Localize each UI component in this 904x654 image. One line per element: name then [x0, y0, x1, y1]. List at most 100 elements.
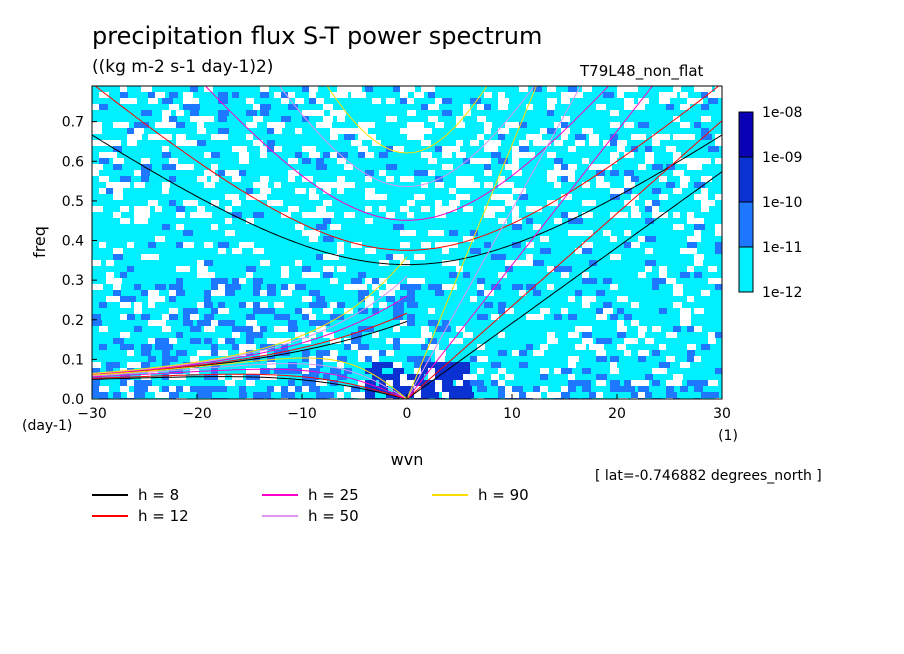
heatmap-cell	[134, 380, 143, 386]
heatmap-cell	[330, 224, 341, 230]
heatmap-cell	[99, 104, 108, 110]
heatmap-cell	[351, 140, 362, 146]
heatmap-cell	[253, 248, 264, 254]
heatmap-cell	[708, 200, 715, 206]
heatmap-cell	[267, 128, 278, 134]
heatmap-cell	[498, 392, 506, 398]
heatmap-cell	[603, 278, 612, 284]
heatmap-cell	[281, 116, 291, 122]
heatmap-cell	[610, 314, 618, 320]
heatmap-cell	[624, 338, 632, 344]
heatmap-cell	[463, 236, 474, 242]
heatmap-cell	[148, 302, 155, 308]
heatmap-cell	[414, 386, 421, 392]
heatmap-cell	[162, 386, 172, 392]
heatmap-cell	[148, 134, 156, 140]
heatmap-cell	[274, 386, 284, 392]
heatmap-cell	[519, 194, 528, 200]
heatmap-cell	[141, 380, 152, 386]
mrg-curve	[92, 312, 408, 376]
heatmap-cell	[477, 344, 485, 350]
heatmap-cell	[694, 380, 702, 386]
heatmap-cell	[218, 308, 229, 314]
heatmap-cell	[190, 98, 199, 104]
heatmap-cell	[561, 308, 568, 314]
heatmap-cell	[561, 116, 570, 122]
heatmap-cell	[645, 206, 654, 212]
heatmap-cell	[253, 308, 264, 314]
heatmap-cell	[498, 380, 505, 386]
heatmap-cell	[134, 392, 145, 398]
heatmap-cell	[575, 134, 586, 140]
heatmap-cell	[526, 218, 533, 224]
heatmap-cell	[267, 308, 275, 314]
heatmap-cell	[708, 266, 717, 272]
heatmap-cell	[204, 320, 214, 326]
heatmap-cell	[295, 224, 304, 230]
heatmap-cell	[134, 218, 141, 224]
heatmap-cell	[330, 368, 341, 374]
heatmap-cell	[463, 176, 474, 182]
heatmap-cell	[197, 116, 205, 122]
heatmap-cell	[645, 260, 656, 266]
heatmap-cell	[456, 338, 463, 344]
heatmap-cell	[687, 164, 698, 170]
heatmap-cell	[701, 104, 709, 110]
heatmap-cell	[260, 302, 268, 308]
heatmap-cell	[218, 338, 229, 344]
heatmap-cell	[330, 182, 337, 188]
heatmap-cell	[421, 182, 428, 188]
heatmap-cell	[288, 206, 299, 212]
heatmap-cell	[386, 254, 397, 260]
heatmap-cell	[561, 386, 571, 392]
heatmap-cell	[561, 164, 570, 170]
heatmap-cell	[190, 314, 199, 320]
heatmap-cell	[106, 140, 116, 146]
heatmap-cell	[519, 350, 527, 356]
heatmap-cell	[351, 278, 362, 284]
heatmap-cell	[533, 350, 544, 356]
heatmap-cell	[372, 386, 382, 392]
heatmap-cell	[120, 92, 128, 98]
heatmap-cell	[512, 146, 523, 152]
heatmap-cell	[526, 392, 535, 398]
heatmap-cell	[218, 170, 225, 176]
heatmap-cell	[666, 104, 674, 110]
y-tick-label: 0.6	[62, 154, 84, 170]
heatmap-cell	[442, 248, 449, 254]
heatmap-cell	[344, 212, 355, 218]
heatmap-cell	[673, 284, 683, 290]
heatmap-cell	[351, 344, 361, 350]
heatmap-cell	[225, 338, 235, 344]
heatmap-cell	[344, 338, 354, 344]
heatmap-cell	[617, 140, 627, 146]
heatmap-cell	[162, 122, 172, 128]
heatmap-cell	[302, 272, 310, 278]
heatmap-cell	[288, 170, 299, 176]
heatmap-cell	[302, 350, 310, 356]
heatmap-cell	[519, 290, 526, 296]
heatmap-cell	[204, 350, 214, 356]
heatmap-cell	[547, 332, 555, 338]
heatmap-cell	[372, 368, 382, 374]
heatmap-cell	[568, 362, 576, 368]
heatmap-cell	[225, 170, 232, 176]
heatmap-cell	[610, 194, 620, 200]
heatmap-cell	[323, 182, 332, 188]
heatmap-cell	[652, 284, 659, 290]
heatmap-cell	[456, 386, 463, 392]
heatmap-cell	[169, 338, 177, 344]
heatmap-cell	[337, 302, 345, 308]
heatmap-cell	[134, 128, 144, 134]
heatmap-cell	[92, 140, 99, 146]
heatmap-cell	[645, 158, 654, 164]
heatmap-cell	[106, 368, 113, 374]
heatmap-cell	[162, 326, 171, 332]
heatmap-cell	[582, 386, 591, 392]
heatmap-cell	[302, 230, 312, 236]
heatmap-cell	[372, 278, 379, 284]
heatmap-cell	[176, 206, 185, 212]
heatmap-cell	[204, 386, 215, 392]
heatmap-cell	[512, 212, 519, 218]
